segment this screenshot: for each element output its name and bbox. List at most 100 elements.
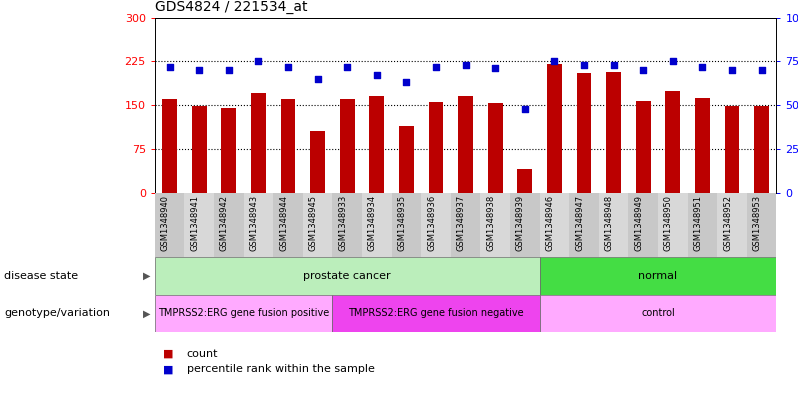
Point	[459, 62, 472, 68]
Bar	[451, 193, 480, 257]
Text: GSM1348945: GSM1348945	[309, 195, 318, 250]
Text: ■: ■	[163, 349, 173, 359]
Bar	[569, 193, 598, 257]
Text: count: count	[187, 349, 218, 359]
Point	[282, 64, 294, 70]
Text: ▶: ▶	[144, 309, 151, 318]
Text: GSM1348934: GSM1348934	[368, 195, 377, 251]
Bar	[155, 257, 539, 295]
Text: GSM1348952: GSM1348952	[723, 195, 732, 250]
Bar	[754, 106, 769, 193]
Text: GSM1348937: GSM1348937	[456, 195, 465, 251]
Bar	[577, 73, 591, 193]
Text: genotype/variation: genotype/variation	[4, 309, 110, 318]
Bar	[399, 125, 414, 193]
Bar	[310, 131, 325, 193]
Bar	[243, 193, 273, 257]
Text: GSM1348938: GSM1348938	[486, 195, 496, 251]
Point	[755, 67, 768, 73]
Point	[400, 79, 413, 86]
Text: GSM1348950: GSM1348950	[664, 195, 673, 250]
Text: percentile rank within the sample: percentile rank within the sample	[187, 364, 374, 375]
Bar	[214, 193, 243, 257]
Text: normal: normal	[638, 271, 678, 281]
Bar	[273, 193, 302, 257]
Bar	[747, 193, 776, 257]
Point	[519, 105, 531, 112]
Bar	[480, 193, 510, 257]
Point	[370, 72, 383, 79]
Bar	[155, 295, 333, 332]
Text: control: control	[641, 309, 675, 318]
Bar	[421, 193, 451, 257]
Bar	[539, 257, 776, 295]
Point	[341, 64, 354, 70]
Bar	[251, 94, 266, 193]
Point	[193, 67, 206, 73]
Text: GSM1348944: GSM1348944	[279, 195, 288, 250]
Text: GDS4824 / 221534_at: GDS4824 / 221534_at	[155, 0, 307, 14]
Bar	[629, 193, 658, 257]
Text: GSM1348949: GSM1348949	[634, 195, 643, 250]
Bar	[510, 193, 539, 257]
Bar	[340, 99, 354, 193]
Text: GSM1348942: GSM1348942	[219, 195, 229, 250]
Text: GSM1348951: GSM1348951	[693, 195, 702, 250]
Bar	[636, 101, 650, 193]
Text: GSM1348946: GSM1348946	[546, 195, 555, 251]
Bar	[162, 99, 177, 193]
Point	[696, 64, 709, 70]
Bar	[458, 96, 473, 193]
Point	[311, 76, 324, 82]
Bar	[392, 193, 421, 257]
Bar	[281, 99, 295, 193]
Point	[489, 65, 502, 72]
Point	[223, 67, 235, 73]
Bar	[488, 103, 503, 193]
Text: GSM1348943: GSM1348943	[250, 195, 259, 251]
Bar	[598, 193, 629, 257]
Text: GSM1348953: GSM1348953	[753, 195, 761, 251]
Bar	[362, 193, 392, 257]
Bar	[192, 106, 207, 193]
Bar	[429, 102, 444, 193]
Text: ■: ■	[163, 364, 173, 375]
Point	[725, 67, 738, 73]
Bar	[658, 193, 688, 257]
Bar	[539, 193, 569, 257]
Text: GSM1348939: GSM1348939	[516, 195, 525, 251]
Bar	[695, 98, 710, 193]
Point	[429, 64, 442, 70]
Text: ▶: ▶	[144, 271, 151, 281]
Text: GSM1348947: GSM1348947	[575, 195, 584, 251]
Text: GSM1348948: GSM1348948	[605, 195, 614, 251]
Bar	[184, 193, 214, 257]
Bar	[688, 193, 717, 257]
Bar	[333, 193, 362, 257]
Point	[164, 64, 176, 70]
Text: GSM1348933: GSM1348933	[338, 195, 347, 251]
Bar	[717, 193, 747, 257]
Point	[607, 62, 620, 68]
Bar	[155, 193, 184, 257]
Bar	[517, 169, 532, 193]
Point	[637, 67, 650, 73]
Text: TMPRSS2:ERG gene fusion negative: TMPRSS2:ERG gene fusion negative	[348, 309, 523, 318]
Bar	[547, 64, 562, 193]
Bar	[725, 106, 740, 193]
Point	[578, 62, 591, 68]
Text: GSM1348941: GSM1348941	[190, 195, 200, 250]
Bar	[666, 90, 680, 193]
Bar	[539, 295, 776, 332]
Text: prostate cancer: prostate cancer	[303, 271, 391, 281]
Text: GSM1348940: GSM1348940	[160, 195, 170, 250]
Point	[548, 58, 561, 64]
Bar	[302, 193, 333, 257]
Point	[252, 58, 265, 64]
Text: GSM1348935: GSM1348935	[397, 195, 406, 251]
Text: GSM1348936: GSM1348936	[427, 195, 436, 251]
Text: TMPRSS2:ERG gene fusion positive: TMPRSS2:ERG gene fusion positive	[158, 309, 330, 318]
Bar	[369, 96, 384, 193]
Bar	[333, 295, 539, 332]
Bar	[221, 108, 236, 193]
